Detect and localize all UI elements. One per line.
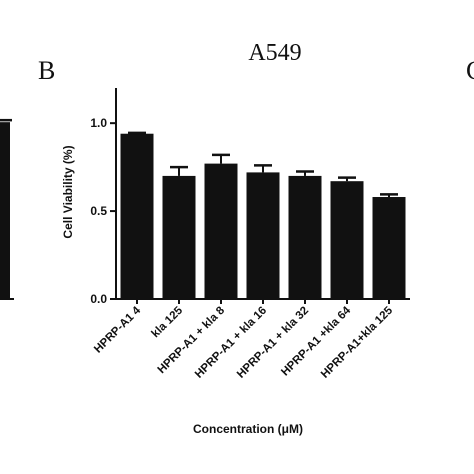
x-tick-label: kla 125: [150, 304, 186, 340]
panel-label: B: [38, 56, 55, 85]
bar: [120, 133, 154, 299]
y-axis-label: Cell Viability (%): [61, 145, 75, 238]
bar: [372, 197, 406, 299]
bar: [330, 181, 364, 299]
neighbor-panel-label: C: [466, 56, 474, 85]
x-tick-label: HPRP-A1 + kla 32: [235, 305, 311, 381]
bar: [162, 175, 196, 299]
bars: [120, 131, 406, 299]
chart-title: A549: [248, 40, 301, 66]
x-axis-label: Concentration (μM): [193, 422, 303, 436]
bar: [204, 163, 238, 299]
x-tick-label: HPRP-A1 +kla 64: [279, 304, 353, 378]
y-tick-label: 1.0: [90, 116, 107, 130]
x-tick-label: HPRP-A1+kla 125: [319, 304, 395, 380]
bar: [288, 175, 322, 299]
x-tick-label: HPRP-A1 + kla 16: [193, 305, 269, 381]
y-tick-label: 0.5: [90, 204, 107, 218]
x-tick-label: HPRP-A1 4: [92, 304, 143, 355]
y-tick-label: 0.0: [90, 292, 107, 306]
bar: [246, 172, 280, 299]
left-panel-fragment: [0, 118, 14, 300]
fragment-bar: [0, 122, 10, 300]
